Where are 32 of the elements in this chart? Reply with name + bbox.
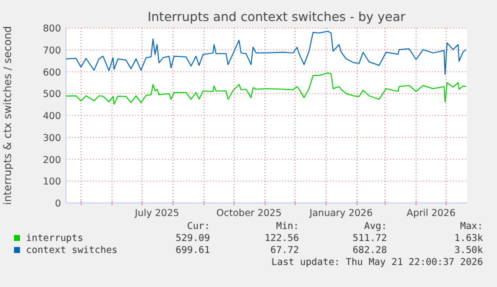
x-tick-label: October 2025 <box>216 208 282 219</box>
legend-label: context switches <box>26 245 118 256</box>
y-tick-label: 700 <box>42 45 61 56</box>
y-tick-label: 400 <box>42 111 61 122</box>
y-tick-label: 300 <box>42 132 61 144</box>
text: 511.72 <box>352 233 387 244</box>
text: 3.50k <box>454 245 484 256</box>
y-tick-label: 0 <box>54 198 61 210</box>
y-axis-title: interrupts & ctx switches / second <box>2 26 14 205</box>
text: Min: <box>276 221 299 232</box>
text: 67.72 <box>270 245 299 256</box>
text: Avg: <box>364 221 387 232</box>
text: 529.09 <box>176 233 210 244</box>
x-tick-label: July 2025 <box>134 208 180 219</box>
text: 1.63k <box>454 233 484 244</box>
text: Max: <box>460 221 483 232</box>
y-tick-label: 600 <box>42 67 61 78</box>
line-series <box>66 72 467 105</box>
text: Last update: Thu May 21 22:00:37 2026 <box>271 257 484 268</box>
y-tick-label: 200 <box>42 154 61 166</box>
text: 122.56 <box>264 233 300 244</box>
y-tick-label: 500 <box>42 89 61 100</box>
text: Cur: <box>187 221 210 232</box>
legend-label: interrupts <box>26 233 84 244</box>
line-series <box>66 30 467 75</box>
text: 699.61 <box>176 245 210 256</box>
x-tick-label: April 2026 <box>406 208 456 219</box>
chart-title: Interrupts and context switches - by year <box>148 9 406 24</box>
y-tick-label: 100 <box>42 176 61 188</box>
x-tick-label: January 2026 <box>308 208 373 219</box>
text: 682.28 <box>352 245 388 256</box>
y-tick-label: 800 <box>42 24 61 34</box>
